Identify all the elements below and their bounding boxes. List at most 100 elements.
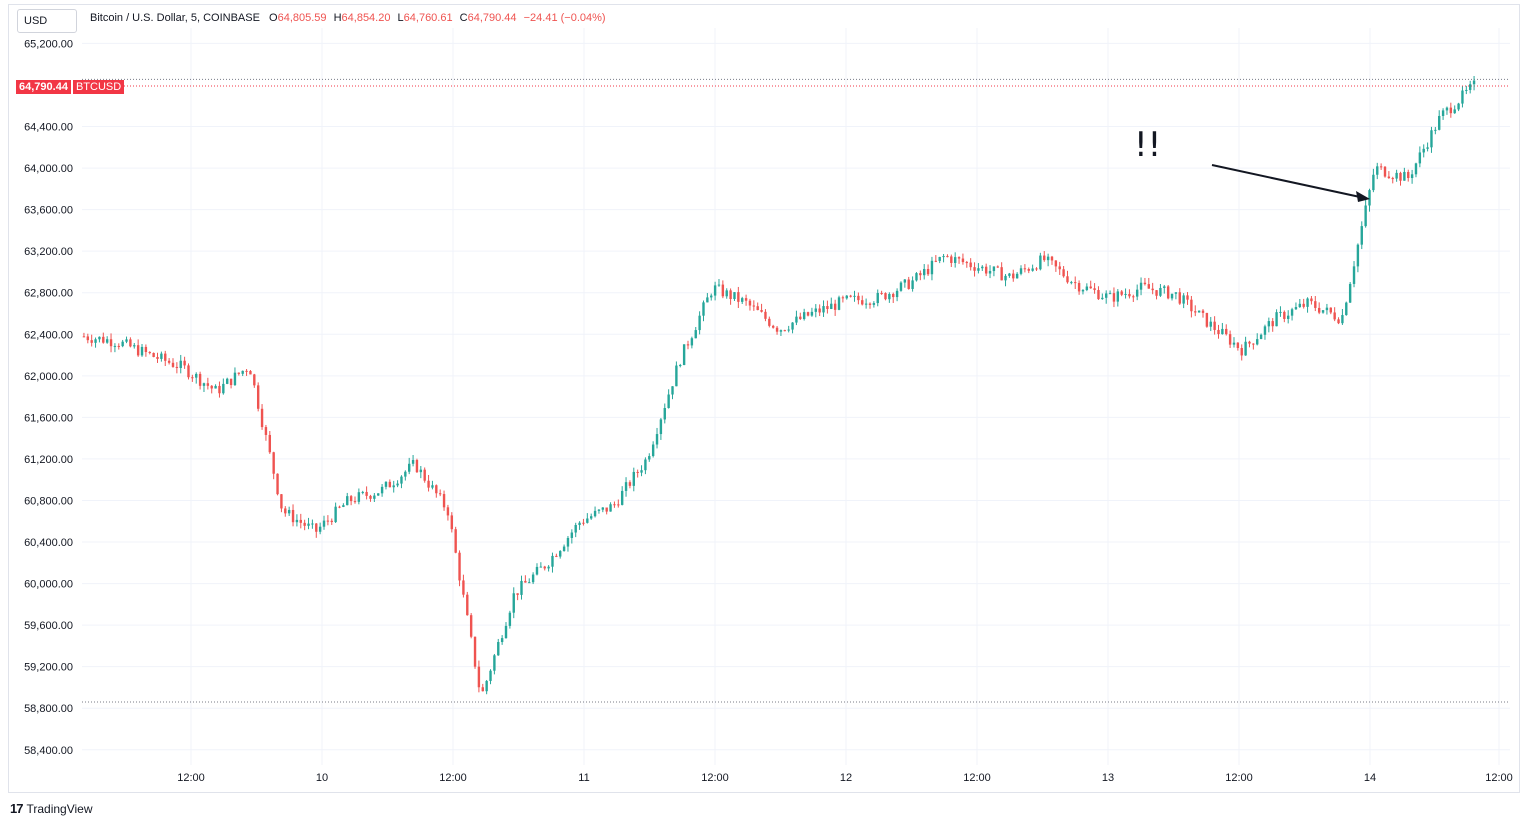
candle-body [682,344,686,366]
candle-body [659,419,663,435]
candle-body [322,520,326,527]
candle-body [938,256,941,261]
candle-body [442,494,446,508]
candle-body [1012,273,1015,279]
candle-body [1143,282,1147,285]
y-tick-label: 58,800.00 [24,703,73,715]
candle-body [411,460,415,464]
currency-selector[interactable]: USD [17,9,77,33]
candle-body [1364,205,1367,227]
candle-body [1135,289,1139,297]
tradingview-brand[interactable]: 17 TradingView [10,801,93,816]
candle-body [318,526,322,532]
candle-body [524,580,527,583]
candle-body [245,370,248,372]
candle-body [1376,166,1379,175]
candle-body [86,336,90,341]
candle-body [462,580,465,595]
candle-body [663,408,666,420]
candle-body [1337,319,1340,324]
candle-body [981,266,984,269]
candle-body [1031,268,1034,271]
candle-body [868,303,872,305]
candle-body [930,260,934,275]
candle-body [206,383,210,386]
candle-body [1422,148,1425,153]
low-value: 64,760.61 [403,12,453,24]
candle-body [895,290,899,298]
candle-body [1379,166,1383,168]
candle-body [183,360,186,366]
candle-body [1089,286,1092,289]
candle-body [1461,90,1464,104]
candle-body [1139,282,1143,290]
candle-body [1244,341,1247,356]
candle-body [121,341,124,347]
candle-body [291,509,295,523]
candle-body [1058,266,1061,270]
candle-body [884,293,887,300]
open-value: 64,805.59 [277,12,327,24]
candle-body [1348,283,1352,303]
candle-body [1186,295,1189,300]
candle-body [1240,347,1243,356]
candle-body [1074,282,1077,284]
candle-body [1472,80,1476,85]
candle-body [601,507,605,510]
candle-body [136,345,140,356]
candle-body [140,346,144,356]
candle-body [1108,293,1112,295]
candle-body [589,516,593,519]
candle-body [721,284,725,297]
candle-body [299,519,302,523]
candle-body [814,308,817,312]
y-tick-label: 65,200.00 [24,38,73,50]
candle-body [1228,334,1232,345]
candle-body [648,456,651,460]
candle-body [1414,163,1418,175]
candle-body [164,353,167,361]
candle-body [218,385,221,394]
candle-body [1468,84,1472,90]
candle-body [857,295,860,301]
candle-body [1124,293,1127,295]
candle-body [249,371,252,375]
candle-body [423,469,426,481]
candle-body [713,285,717,296]
candle-body [706,297,709,303]
candle-body [109,339,113,347]
low-label: L [397,12,404,24]
candle-body [1395,172,1398,179]
candle-body [973,267,976,271]
candle-body [1434,129,1437,131]
x-tick-label: 12:00 [1225,772,1253,784]
candle-body [253,374,256,386]
candle-body [1151,288,1154,291]
candle-body [1132,296,1135,298]
candle-body [198,373,202,386]
candle-body [144,346,148,353]
candle-body [953,257,957,263]
candle-body [330,520,333,523]
candle-body [1383,166,1387,177]
candle-body [1159,287,1162,296]
candle-body [357,492,361,502]
candle-body [942,256,945,258]
last-price-value: 64,790.44 [16,80,71,94]
candle-body [710,295,713,298]
candle-body [799,316,802,320]
candle-body [1190,299,1193,312]
candle-body [125,339,128,342]
high-label: H [333,12,342,24]
candle-body [179,360,182,368]
candle-body [861,300,864,305]
candle-body [1232,342,1236,345]
change-value: −24.41 (−0.04%) [523,12,606,24]
candle-body [384,481,388,487]
candle-body [1314,301,1317,308]
candle-body [481,687,484,692]
candle-body [1194,311,1197,313]
candle-body [90,340,93,343]
candle-body [605,507,608,512]
